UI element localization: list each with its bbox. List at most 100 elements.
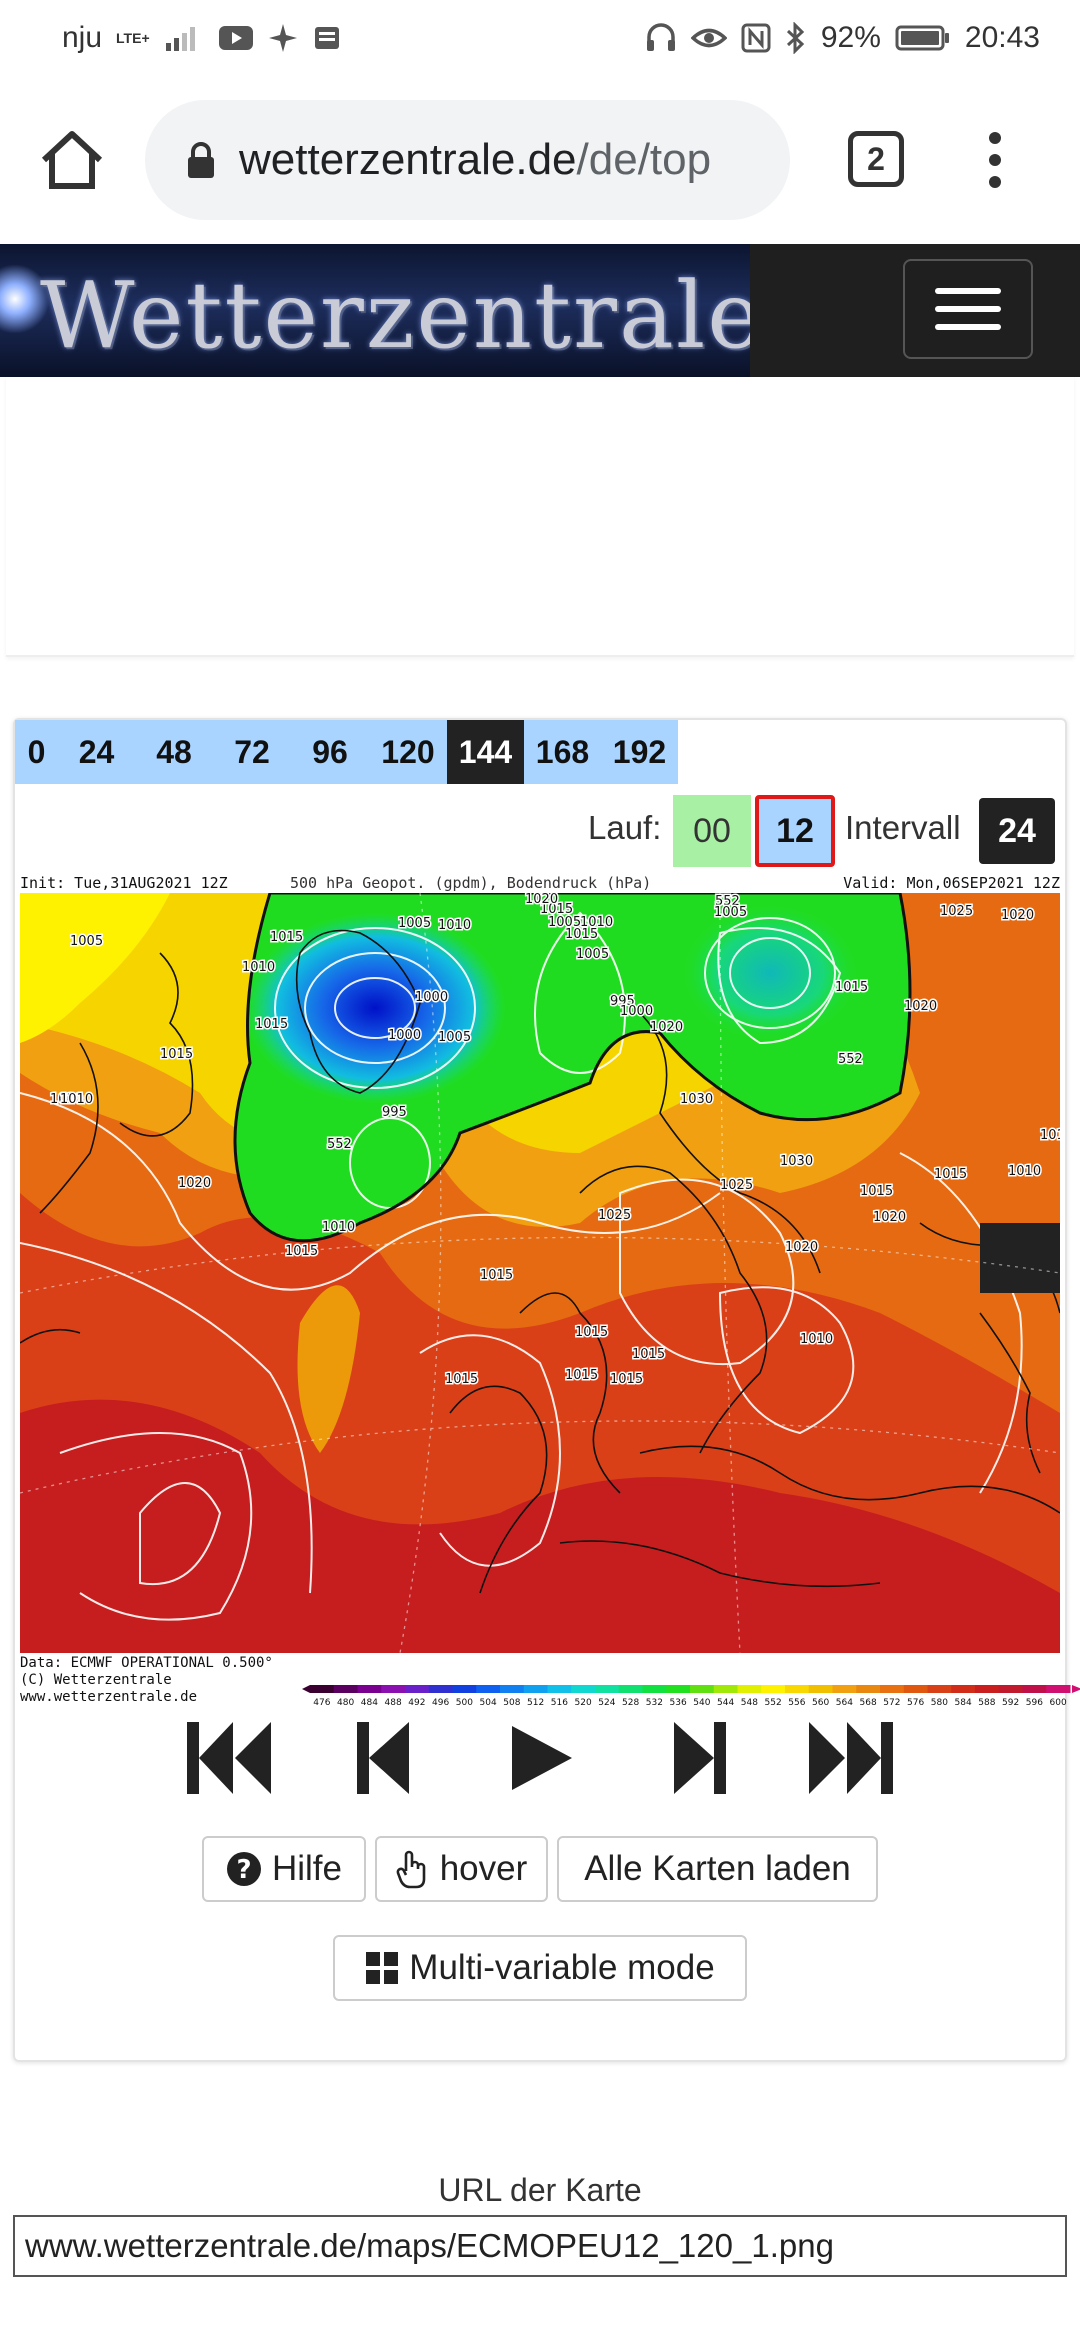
pressure-label: 1010 — [50, 1092, 83, 1107]
map-valid-time: Valid: Mon,06SEP2021 12Z — [843, 874, 1060, 892]
colorbar-tick-label: 504 — [480, 1698, 497, 1708]
url-path: /de/top — [576, 135, 712, 184]
last-frame-icon[interactable] — [805, 1710, 895, 1806]
colorbar-tick-label: 480 — [337, 1698, 354, 1708]
colorbar-tick-label: 592 — [1002, 1698, 1019, 1708]
colorbar-swatch — [998, 1685, 1023, 1693]
pressure-label: 1015 — [835, 980, 868, 995]
pressure-label: 1020 — [178, 1176, 211, 1191]
pressure-label: 1010 — [580, 915, 613, 930]
run-12-button[interactable]: 12 — [755, 795, 835, 867]
colorbar-tick-label: 496 — [432, 1698, 449, 1708]
multi-variable-mode-label: Multi-variable mode — [409, 1948, 715, 1987]
youtube-icon — [218, 26, 253, 50]
pressure-label: 1015 — [255, 1017, 288, 1032]
colorbar-swatch — [452, 1685, 477, 1693]
pressure-label: 1010 — [800, 1332, 833, 1347]
next-frame-icon[interactable] — [672, 1710, 728, 1806]
pressure-label: 1030 — [680, 1092, 713, 1107]
colorbar-swatch — [500, 1685, 525, 1693]
logo-text: Wetterzentrale — [40, 262, 750, 369]
colorbar-swatch — [476, 1685, 501, 1693]
forecast-hour-144[interactable]: 144 — [447, 720, 524, 784]
pressure-label: 1020 — [1001, 908, 1034, 923]
colorbar-tick-label: 548 — [741, 1698, 758, 1708]
colorbar-tick-label: 512 — [527, 1698, 544, 1708]
forecast-hour-72[interactable]: 72 — [234, 733, 270, 770]
forecast-hour-0[interactable]: 0 — [27, 733, 46, 770]
play-icon[interactable] — [508, 1710, 576, 1806]
help-button[interactable]: ? Hilfe — [202, 1836, 366, 1902]
colorbar-tick-label: 532 — [646, 1698, 663, 1708]
tab-switcher-button[interactable]: 2 — [848, 131, 904, 187]
pressure-label: 995 — [610, 994, 635, 1009]
pressure-label: 1005 — [438, 1030, 471, 1045]
site-header: Wetterzentrale — [0, 244, 1080, 377]
home-icon[interactable] — [38, 126, 106, 194]
interval-button[interactable]: 24 — [979, 798, 1055, 864]
colorbar-tick-label: 516 — [551, 1698, 568, 1708]
map-footer: Data: ECMWF OPERATIONAL 0.500° (C) Wette… — [20, 1655, 1080, 1715]
colorbar-swatch — [595, 1685, 620, 1693]
pressure-label: 1010 — [1008, 1164, 1041, 1179]
colorbar-tick-label: 560 — [812, 1698, 829, 1708]
animation-controls — [0, 1710, 1080, 1806]
colorbar-swatch — [357, 1685, 382, 1693]
pressure-label: 1015 — [285, 1244, 318, 1259]
colorbar-tick-label: 500 — [456, 1698, 473, 1708]
forecast-hour-120[interactable]: 120 — [381, 733, 435, 770]
map-footer-credits: Data: ECMWF OPERATIONAL 0.500° (C) Wette… — [20, 1655, 273, 1706]
colorbar-swatch — [310, 1685, 335, 1693]
colorbar-tick-label: 588 — [978, 1698, 995, 1708]
pressure-label: 1020 — [785, 1240, 818, 1255]
more-vert-icon[interactable] — [980, 128, 1010, 192]
grid-icon — [366, 1952, 399, 1984]
load-all-maps-label: Alle Karten laden — [584, 1849, 851, 1888]
colorbar-swatch — [333, 1685, 358, 1693]
map-copyright: (C) Wetterzentrale — [20, 1672, 172, 1688]
pressure-label: 1025 — [720, 1178, 753, 1193]
first-frame-icon[interactable] — [185, 1710, 275, 1806]
map-init-time: Init: Tue,31AUG2021 12Z — [20, 874, 228, 892]
colorbar-tick-label: 568 — [860, 1698, 877, 1708]
forecast-hour-96[interactable]: 96 — [312, 733, 348, 770]
pressure-label: 1015 — [540, 902, 573, 917]
hover-button[interactable]: hover — [375, 1836, 548, 1902]
site-logo[interactable]: Wetterzentrale — [0, 244, 750, 377]
colorbar-tick-label: 544 — [717, 1698, 734, 1708]
colorbar-tick-label: 528 — [622, 1698, 639, 1708]
map-url-field[interactable]: www.wetterzentrale.de/maps/ECMOPEU12_120… — [13, 2215, 1067, 2277]
sparkle-icon — [268, 24, 297, 52]
colorbar-swatch — [642, 1685, 667, 1693]
forecast-hour-48[interactable]: 48 — [156, 733, 192, 770]
pressure-label: 1005 — [548, 915, 581, 930]
pressure-label: 1020 — [525, 893, 558, 907]
load-all-maps-button[interactable]: Alle Karten laden — [557, 1836, 878, 1902]
forecast-hour-24[interactable]: 24 — [78, 733, 115, 770]
pressure-label: 1015 — [860, 1184, 893, 1199]
colorbar-swatch — [523, 1685, 548, 1693]
nav-menu-button[interactable] — [903, 259, 1033, 359]
colorbar-tick-label: 536 — [670, 1698, 687, 1708]
colorbar-tick-label: 552 — [765, 1698, 782, 1708]
multi-variable-mode-button[interactable]: Multi-variable mode — [333, 1935, 747, 2001]
colorbar-tick-label: 572 — [883, 1698, 900, 1708]
forecast-hour-selector: 0 24 48 72 96 120 144 168 192 — [15, 720, 678, 784]
url-bar[interactable]: wetterzentrale.de/de/top — [145, 100, 790, 220]
forecast-hour-168[interactable]: 168 — [535, 733, 590, 770]
pressure-label: 1025 — [940, 904, 973, 919]
eye-icon — [690, 28, 727, 48]
weather-map[interactable]: 1005 1015 1010 1005 1010 1000 1015 1005 1020 1015… — [20, 893, 1060, 1653]
url-host: wetterzentrale.de — [239, 135, 577, 184]
colorbar-swatch — [666, 1685, 691, 1693]
run-00-button[interactable]: 00 — [673, 795, 751, 867]
map-site: www.wetterzentrale.de — [20, 1689, 198, 1705]
colorbar-swatch — [951, 1685, 976, 1693]
color-scale-bar: 476 480 484 488 492 496 500 504 508 512 516 520 524 5… — [302, 1685, 1080, 1708]
colorbar-swatch — [761, 1685, 786, 1693]
pressure-label: 1010 — [60, 1092, 93, 1107]
pressure-label: 1015 — [632, 1347, 665, 1362]
previous-frame-icon[interactable] — [355, 1710, 411, 1806]
pressure-label: 1015 — [565, 927, 598, 942]
forecast-hour-192[interactable]: 192 — [612, 733, 667, 770]
